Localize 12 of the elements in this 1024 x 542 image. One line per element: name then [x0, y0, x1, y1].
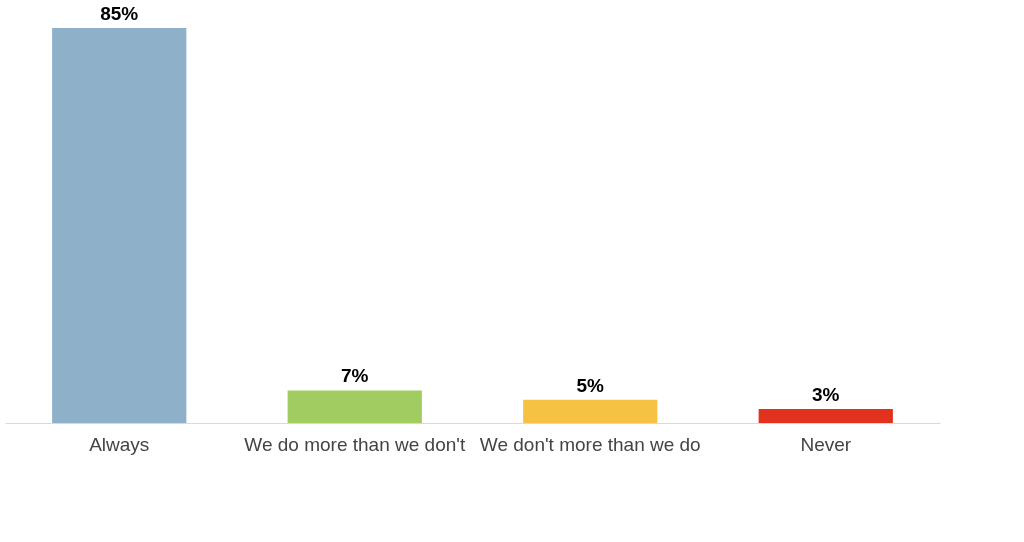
data-label: 3% — [812, 384, 840, 406]
data-label: 7% — [341, 365, 369, 387]
x-tick-label: Never — [800, 433, 852, 455]
data-label: 5% — [576, 374, 605, 396]
x-tick-label: Always — [89, 433, 150, 455]
bar — [758, 409, 893, 423]
data-label: 85% — [100, 3, 139, 24]
bar — [523, 399, 658, 423]
x-tick-label: We don't more than we do — [479, 433, 701, 455]
bar — [287, 390, 422, 423]
x-tick-label: We do more than we don't — [244, 433, 466, 455]
bar — [52, 28, 187, 423]
